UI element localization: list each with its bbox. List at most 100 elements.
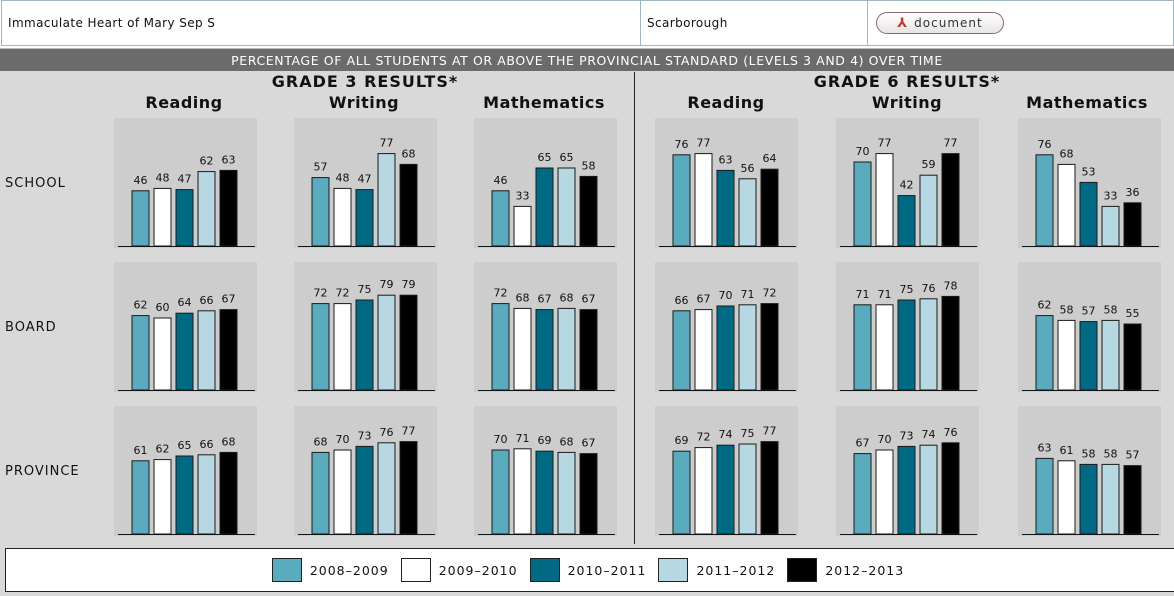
data-label-g6-reading-province-3: 75 (741, 427, 755, 440)
bar-g3-reading-province-0 (131, 460, 150, 535)
bar-g3-writing-board-3 (377, 294, 396, 391)
bar-g3-mathematics-board-3 (557, 307, 576, 391)
bar-g3-writing-province-0 (311, 451, 330, 535)
data-label-g3-writing-province-2: 73 (358, 429, 372, 442)
data-label-g6-reading-board-2: 70 (719, 289, 733, 302)
bar-g3-mathematics-province-1 (513, 448, 532, 535)
row-label-school: SCHOOL (5, 176, 66, 191)
legend-item: 2011–2012 (658, 558, 779, 582)
bar-g3-mathematics-board-4 (579, 309, 598, 391)
data-label-g3-reading-school-4: 63 (222, 153, 236, 166)
legend-label: 2009–2010 (438, 562, 518, 578)
data-label-g3-reading-board-1: 60 (156, 301, 170, 314)
legend-item: 2008–2009 (271, 558, 393, 582)
data-label-g6-writing-school-1: 77 (878, 137, 892, 150)
data-label-g6-mathematics-board-0: 62 (1038, 299, 1052, 312)
data-label-g3-mathematics-board-0: 72 (494, 287, 508, 300)
bar-g6-writing-school-4 (941, 153, 960, 247)
bar-g6-reading-province-2 (716, 444, 735, 535)
bar-g6-writing-province-4 (941, 442, 960, 535)
data-label-g6-mathematics-board-3: 58 (1104, 303, 1118, 316)
legend-label: 2008–2009 (309, 562, 389, 578)
data-label-g3-mathematics-school-4: 58 (582, 159, 596, 172)
bar-g6-reading-school-2 (716, 169, 735, 247)
data-label-g3-reading-school-2: 47 (178, 173, 192, 186)
data-label-g6-mathematics-board-1: 58 (1060, 303, 1074, 316)
subject-title-g3-writing: Writing (328, 93, 400, 112)
data-label-g6-mathematics-school-3: 33 (1104, 189, 1118, 202)
bar-g6-mathematics-board-1 (1057, 319, 1076, 391)
bar-g6-writing-board-1 (875, 304, 894, 391)
subject-title-g6-mathematics: Mathematics (1026, 93, 1148, 112)
subject-title-g3-mathematics: Mathematics (483, 93, 605, 112)
data-label-g6-mathematics-board-2: 57 (1082, 305, 1096, 318)
bar-g6-reading-board-4 (760, 303, 779, 391)
bar-g3-writing-board-2 (355, 299, 374, 391)
bar-g6-mathematics-province-3 (1101, 463, 1120, 535)
data-label-g3-writing-school-3: 77 (380, 137, 394, 150)
bar-g6-reading-school-4 (760, 168, 779, 247)
bar-g3-writing-school-2 (355, 189, 374, 247)
data-label-g3-writing-board-1: 72 (336, 287, 350, 300)
data-label-g6-reading-school-0: 76 (675, 138, 689, 151)
data-label-g6-writing-province-0: 67 (856, 437, 870, 450)
data-label-g3-writing-board-2: 75 (358, 283, 372, 296)
data-label-g3-mathematics-board-4: 67 (582, 293, 596, 306)
bar-g6-reading-board-3 (738, 304, 757, 391)
bar-g3-writing-school-4 (399, 163, 418, 247)
data-label-g3-reading-province-1: 62 (156, 443, 170, 456)
data-label-g3-reading-school-1: 48 (156, 171, 170, 184)
data-label-g6-mathematics-school-2: 53 (1082, 165, 1096, 178)
bar-g3-writing-province-4 (399, 441, 418, 535)
legend-swatch (658, 558, 689, 582)
data-label-g6-writing-school-2: 42 (900, 179, 914, 192)
pdf-icon: ⅄ (897, 15, 909, 31)
data-label-g6-reading-province-4: 77 (763, 425, 777, 438)
bar-g3-writing-province-1 (333, 449, 352, 535)
bar-g6-reading-province-1 (694, 447, 713, 535)
legend-item: 2009–2010 (400, 558, 522, 582)
data-label-g3-reading-province-3: 66 (200, 438, 214, 451)
bar-g3-mathematics-province-2 (535, 450, 554, 535)
data-label-g6-writing-province-3: 74 (922, 428, 936, 441)
chart-banner: PERCENTAGE OF ALL STUDENTS AT OR ABOVE T… (0, 49, 1174, 71)
bar-g6-mathematics-board-0 (1035, 315, 1054, 391)
bar-g6-writing-school-3 (919, 174, 938, 247)
legend-swatch (787, 558, 818, 582)
bar-g6-mathematics-board-4 (1123, 323, 1142, 391)
data-label-g6-mathematics-province-1: 61 (1060, 444, 1074, 457)
data-label-g6-reading-province-1: 72 (697, 431, 711, 444)
data-label-g6-writing-board-3: 76 (922, 282, 936, 295)
data-label-g6-reading-board-4: 72 (763, 287, 777, 300)
top-bar: Immaculate Heart of Mary Sep S Scarborou… (0, 0, 1174, 49)
bar-g3-mathematics-province-3 (557, 451, 576, 535)
data-label-g3-writing-province-0: 68 (314, 435, 328, 448)
data-label-g6-writing-board-1: 71 (878, 288, 892, 301)
data-label-g3-reading-board-2: 64 (178, 296, 192, 309)
bar-g6-reading-province-0 (672, 450, 691, 535)
data-label-g3-reading-province-0: 61 (134, 444, 148, 457)
data-label-g3-writing-school-2: 47 (358, 173, 372, 186)
bar-g6-writing-school-2 (897, 195, 916, 247)
data-label-g3-mathematics-province-2: 69 (538, 434, 552, 447)
bar-g3-writing-board-0 (311, 303, 330, 391)
bar-g6-writing-province-0 (853, 453, 872, 535)
data-label-g6-reading-school-1: 77 (697, 137, 711, 150)
bar-g6-reading-school-1 (694, 153, 713, 247)
bar-g3-reading-province-4 (219, 451, 238, 535)
bar-g3-reading-school-2 (175, 189, 194, 247)
bar-g3-reading-province-3 (197, 454, 216, 535)
data-label-g3-reading-board-3: 66 (200, 294, 214, 307)
bar-g6-mathematics-province-1 (1057, 460, 1076, 535)
data-label-g6-mathematics-school-1: 68 (1060, 147, 1074, 160)
data-label-g3-reading-board-0: 62 (134, 299, 148, 312)
legend-swatch (271, 558, 302, 582)
bar-g6-mathematics-province-2 (1079, 463, 1098, 535)
document-button[interactable]: ⅄ document (876, 12, 1004, 34)
data-label-g3-mathematics-board-2: 67 (538, 293, 552, 306)
bar-g3-reading-school-1 (153, 187, 172, 247)
legend-item: 2010–2011 (529, 558, 651, 582)
data-label-g3-mathematics-province-0: 70 (494, 433, 508, 446)
bar-g6-writing-board-3 (919, 298, 938, 391)
data-label-g6-mathematics-school-4: 36 (1126, 186, 1140, 199)
